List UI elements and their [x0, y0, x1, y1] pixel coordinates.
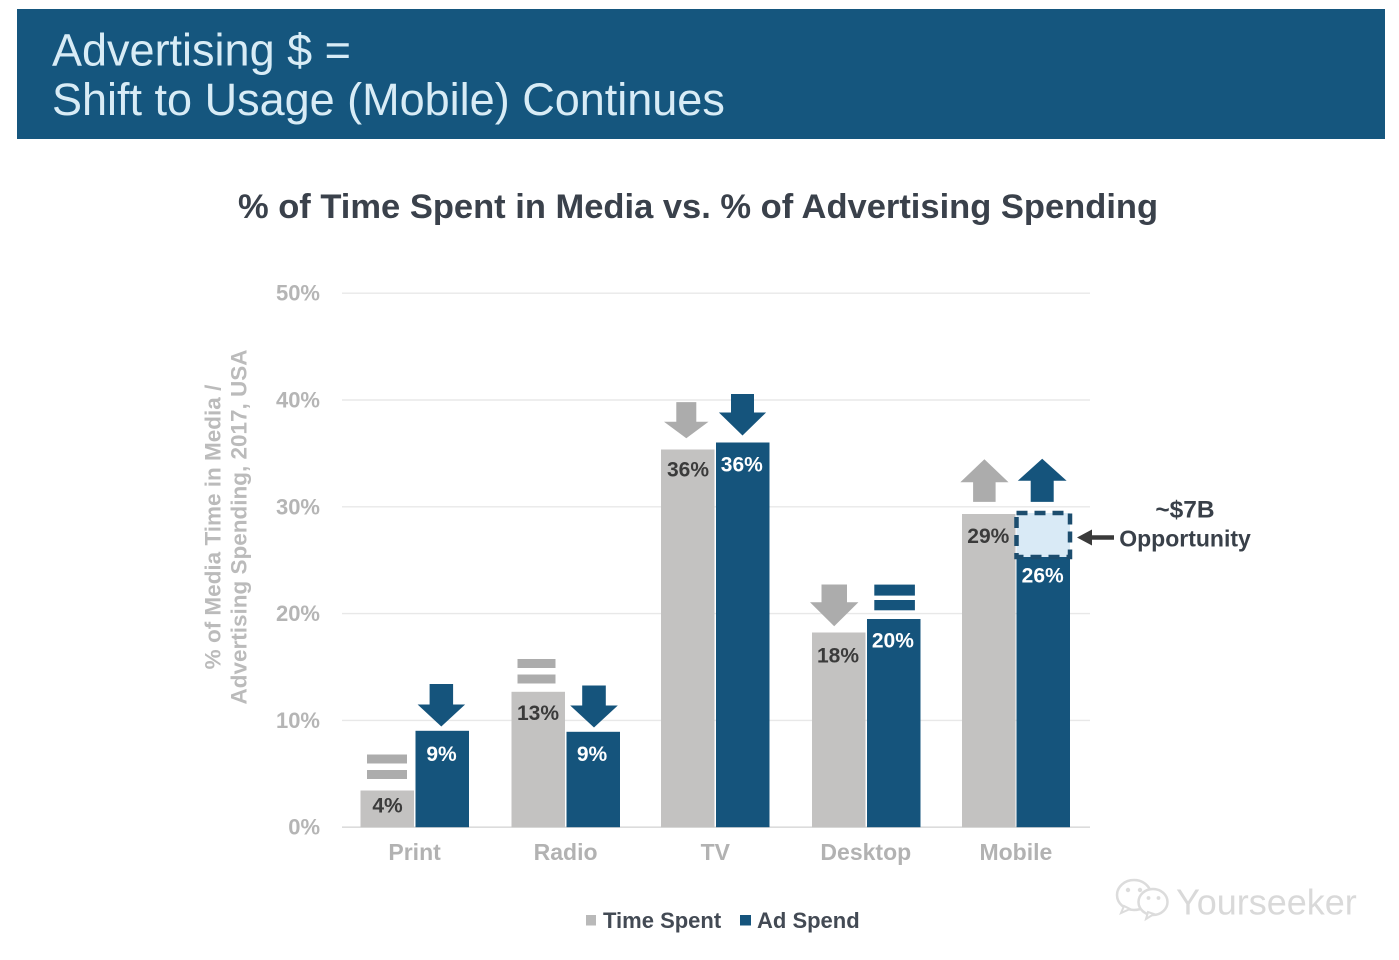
svg-text:10%: 10%: [276, 708, 320, 733]
svg-text:Advertising $ =: Advertising $ =: [52, 25, 351, 76]
svg-text:9%: 9%: [577, 743, 608, 766]
svg-text:TV: TV: [701, 839, 731, 865]
svg-text:18%: 18%: [817, 645, 859, 668]
svg-text:20%: 20%: [276, 601, 320, 626]
svg-text:Yourseeker: Yourseeker: [1176, 882, 1357, 923]
svg-text:% of Media Time in Media /: % of Media Time in Media /: [201, 384, 226, 669]
svg-text:26%: 26%: [1022, 565, 1064, 588]
svg-text:13%: 13%: [517, 702, 559, 725]
svg-text:50%: 50%: [276, 281, 320, 306]
svg-text:Ad Spend: Ad Spend: [757, 908, 860, 933]
svg-text:36%: 36%: [667, 459, 709, 482]
svg-text:40%: 40%: [276, 388, 320, 413]
svg-text:Desktop: Desktop: [820, 839, 911, 865]
svg-text:9%: 9%: [426, 743, 457, 766]
svg-text:29%: 29%: [967, 525, 1009, 548]
svg-text:36%: 36%: [721, 453, 763, 476]
svg-text:0%: 0%: [288, 815, 320, 840]
svg-text:30%: 30%: [276, 494, 320, 519]
svg-text:Advertising Spending, 2017, US: Advertising Spending, 2017, USA: [227, 349, 252, 704]
svg-text:Opportunity: Opportunity: [1119, 526, 1251, 552]
svg-text:20%: 20%: [872, 630, 914, 653]
svg-text:Shift to Usage (Mobile) Contin: Shift to Usage (Mobile) Continues: [52, 74, 725, 125]
svg-text:Mobile: Mobile: [979, 839, 1052, 865]
svg-text:% of Time Spent in Media vs. %: % of Time Spent in Media vs. % of Advert…: [238, 188, 1158, 226]
svg-text:~$7B: ~$7B: [1155, 497, 1214, 524]
svg-text:4%: 4%: [372, 795, 403, 818]
svg-text:Time Spent: Time Spent: [603, 908, 722, 933]
svg-text:Print: Print: [388, 839, 441, 865]
svg-text:Radio: Radio: [534, 839, 598, 865]
